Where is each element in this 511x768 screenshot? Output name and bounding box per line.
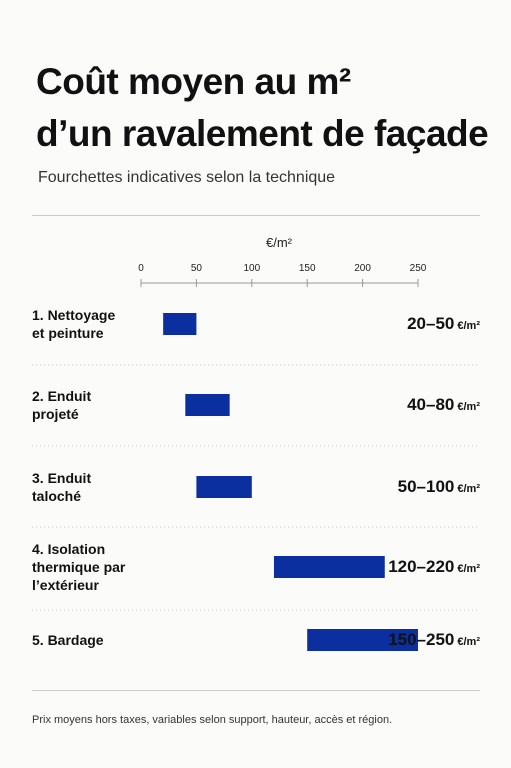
category-label: 5. Bardage	[32, 632, 104, 648]
x-tick-label: 250	[410, 263, 427, 274]
footnote: Prix moyens hors taxes, variables selon …	[32, 714, 393, 726]
bar	[163, 313, 197, 335]
value-label: 40–80 €/m²	[407, 395, 480, 415]
value-label: 120–220 €/m²	[388, 557, 480, 577]
title: Coût moyen au m² d’un ravalement de faça…	[36, 61, 489, 154]
value-label: 150–250 €/m²	[388, 630, 480, 650]
x-tick-label: 100	[243, 263, 260, 274]
divider	[32, 690, 480, 691]
value-unit: €/m²	[457, 563, 480, 575]
value-unit: €/m²	[457, 636, 480, 648]
divider	[32, 215, 480, 216]
category-label: 4. Isolation thermique par l’extérieur	[32, 541, 126, 593]
category-label: 2. Enduit projeté	[32, 388, 92, 422]
value-range: 20–50	[407, 314, 455, 333]
bar	[196, 476, 252, 498]
bar	[307, 629, 418, 651]
axis-label: €/m²	[266, 235, 293, 250]
value-unit: €/m²	[457, 483, 480, 495]
value-label: 20–50 €/m²	[407, 314, 480, 334]
category-label: 1. Nettoyage et peinture	[32, 307, 116, 341]
bar	[273, 556, 385, 578]
value-range: 120–220	[388, 557, 455, 576]
value-range: 150–250	[388, 630, 455, 649]
value-unit: €/m²	[457, 320, 480, 332]
bar	[185, 394, 230, 416]
x-tick-label: 50	[191, 263, 203, 274]
subtitle: Fourchettes indicatives selon la techniq…	[38, 169, 336, 186]
value-unit: €/m²	[457, 401, 480, 413]
value-range: 50–100	[397, 477, 455, 496]
x-tick-label: 200	[354, 263, 371, 274]
x-tick-label: 0	[138, 263, 144, 274]
category-label: 3. Enduit taloché	[32, 470, 92, 504]
value-range: 40–80	[407, 395, 455, 414]
x-tick-label: 150	[299, 263, 316, 274]
value-label: 50–100 €/m²	[398, 477, 480, 497]
